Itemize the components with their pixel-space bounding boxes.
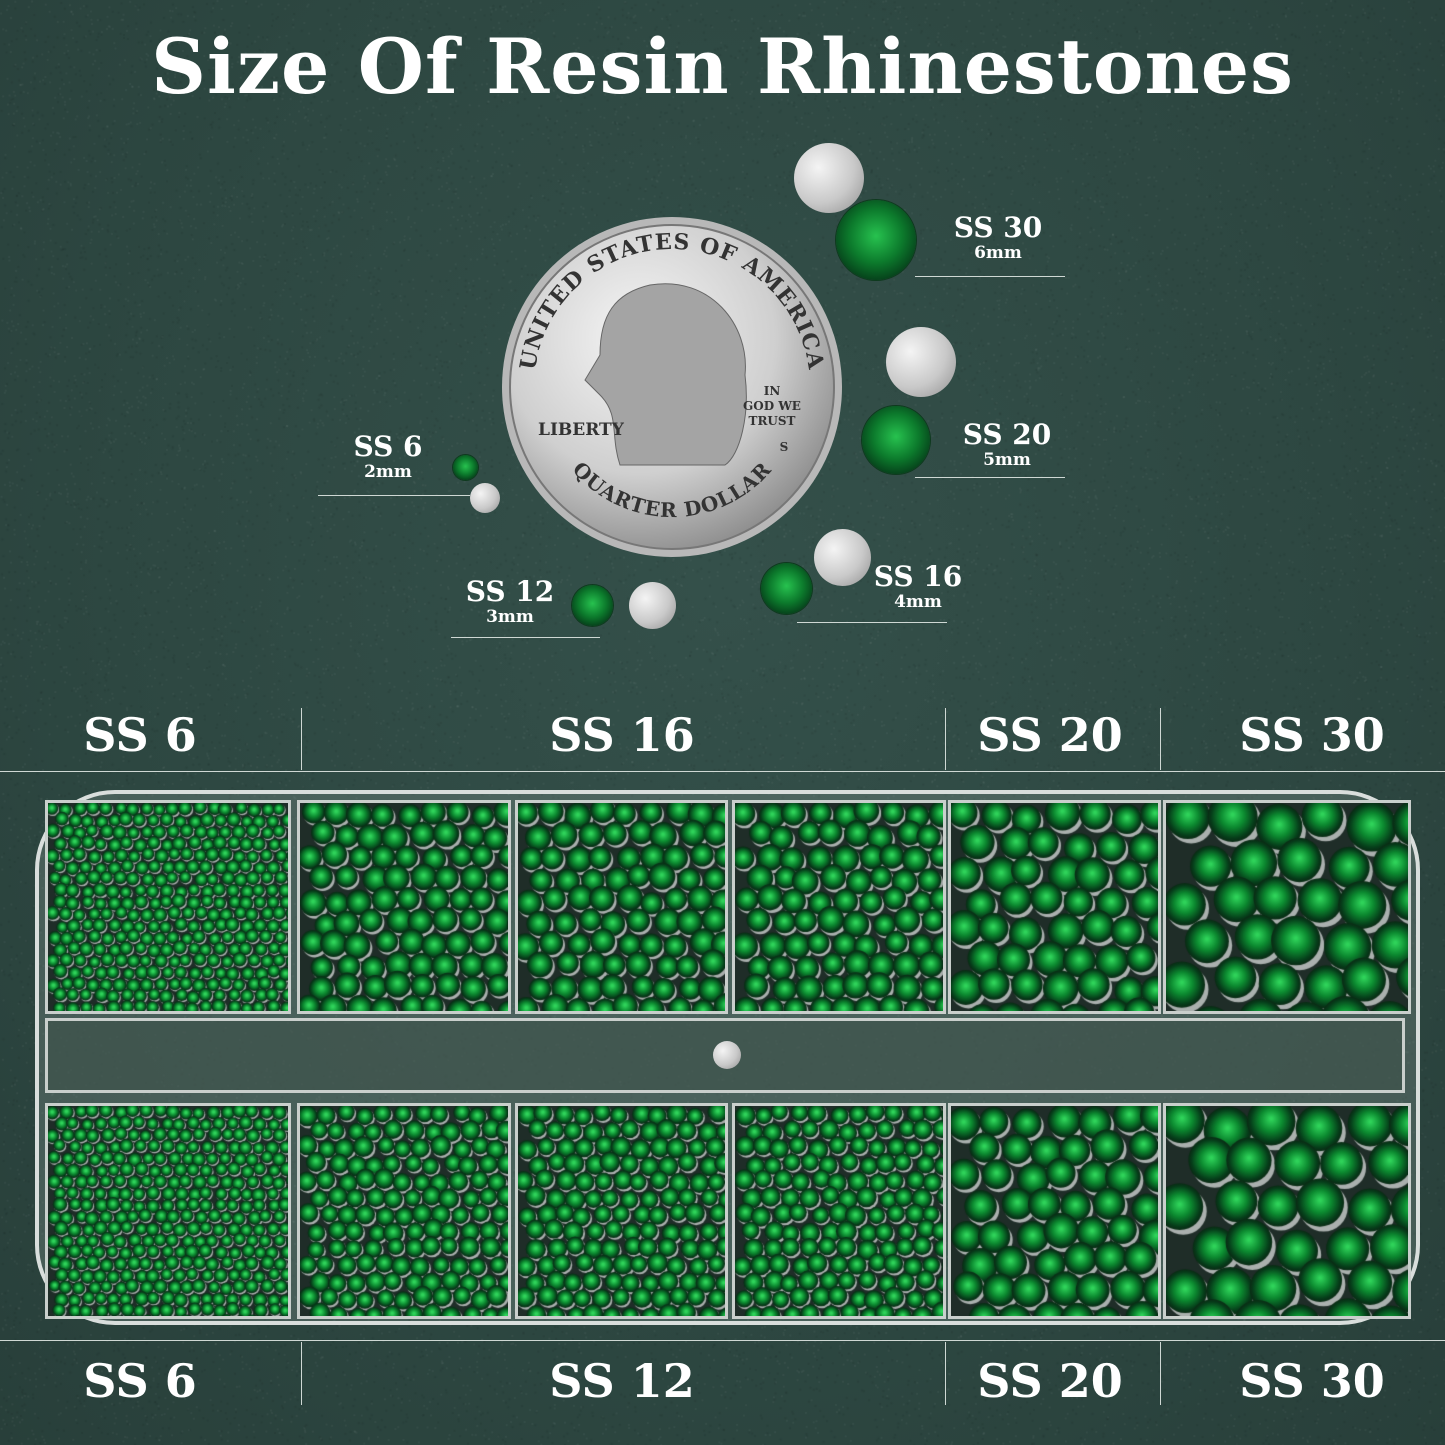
bottom-label-ss20: SS 20 bbox=[977, 1354, 1123, 1408]
page-title: Size Of Resin Rhinestones bbox=[151, 22, 1294, 111]
divider bbox=[1160, 1342, 1161, 1405]
bottom-label-ss12: SS 12 bbox=[549, 1354, 695, 1408]
coin-motto: GOD WE bbox=[743, 399, 801, 413]
ss30-stone bbox=[836, 200, 916, 280]
label-ss6: SS 6 2mm bbox=[353, 430, 423, 483]
label-ss20: SS 20 5mm bbox=[962, 418, 1052, 471]
label-ss16: SS 16 4mm bbox=[873, 560, 963, 613]
underline bbox=[797, 622, 947, 623]
size-mm: 2mm bbox=[364, 462, 412, 482]
coin-liberty: LIBERTY bbox=[538, 420, 625, 440]
ss20-stone bbox=[862, 406, 930, 474]
bottom-label-ss6: SS 6 bbox=[83, 1354, 197, 1408]
underline bbox=[318, 495, 470, 496]
divider bbox=[1160, 708, 1161, 770]
tray-peg bbox=[713, 1041, 741, 1069]
size-mm: 3mm bbox=[486, 607, 534, 627]
ss16-stone bbox=[761, 563, 812, 614]
size-mm: 4mm bbox=[894, 592, 942, 612]
ss12-stone bbox=[572, 585, 613, 626]
tray-compartment bbox=[1163, 1103, 1411, 1319]
size-name: SS 6 bbox=[353, 430, 423, 463]
divider bbox=[301, 1342, 302, 1405]
ss6-stone bbox=[453, 455, 478, 480]
tray-compartment bbox=[297, 800, 511, 1014]
coin-motto: IN bbox=[764, 384, 781, 398]
label-ss30: SS 30 6mm bbox=[953, 211, 1043, 264]
divider bbox=[0, 771, 1445, 772]
ss30-back-stone bbox=[794, 143, 864, 213]
tray-compartment bbox=[948, 800, 1161, 1014]
tray-compartment bbox=[948, 1103, 1161, 1319]
divider bbox=[0, 1340, 1445, 1341]
coin-motto: TRUST bbox=[749, 414, 796, 428]
tray-compartment bbox=[732, 1103, 946, 1319]
quarter-coin: UNITED STATES OF AMERICA QUARTER DOLLAR … bbox=[502, 217, 842, 557]
top-label-ss30: SS 30 bbox=[1239, 708, 1385, 762]
tray-compartment bbox=[732, 800, 946, 1014]
top-label-ss6: SS 6 bbox=[83, 708, 197, 762]
ss16-back-stone bbox=[814, 529, 871, 586]
underline bbox=[915, 477, 1065, 478]
top-label-ss20: SS 20 bbox=[977, 708, 1123, 762]
top-label-ss16: SS 16 bbox=[549, 708, 695, 762]
tray-compartment bbox=[515, 800, 728, 1014]
bottom-label-ss30: SS 30 bbox=[1239, 1354, 1385, 1408]
tray-compartment bbox=[45, 800, 291, 1014]
coin-mint-mark: S bbox=[780, 440, 789, 454]
size-name: SS 16 bbox=[873, 560, 963, 593]
divider bbox=[945, 708, 946, 770]
size-mm: 5mm bbox=[983, 450, 1031, 470]
divider bbox=[301, 708, 302, 770]
tray-compartment bbox=[1163, 800, 1411, 1014]
divider bbox=[945, 1342, 946, 1405]
label-ss12: SS 12 3mm bbox=[465, 575, 555, 628]
size-name: SS 30 bbox=[953, 211, 1043, 244]
tray-compartment bbox=[515, 1103, 728, 1319]
ss20-back-stone bbox=[886, 327, 956, 397]
size-name: SS 20 bbox=[962, 418, 1052, 451]
underline bbox=[451, 637, 600, 638]
ss12-back-stone bbox=[629, 582, 676, 629]
tray-compartment bbox=[45, 1103, 291, 1319]
underline bbox=[915, 276, 1065, 277]
size-name: SS 12 bbox=[465, 575, 555, 608]
tray-compartment bbox=[297, 1103, 511, 1319]
size-mm: 6mm bbox=[974, 243, 1022, 263]
ss6-back-stone bbox=[470, 483, 500, 513]
